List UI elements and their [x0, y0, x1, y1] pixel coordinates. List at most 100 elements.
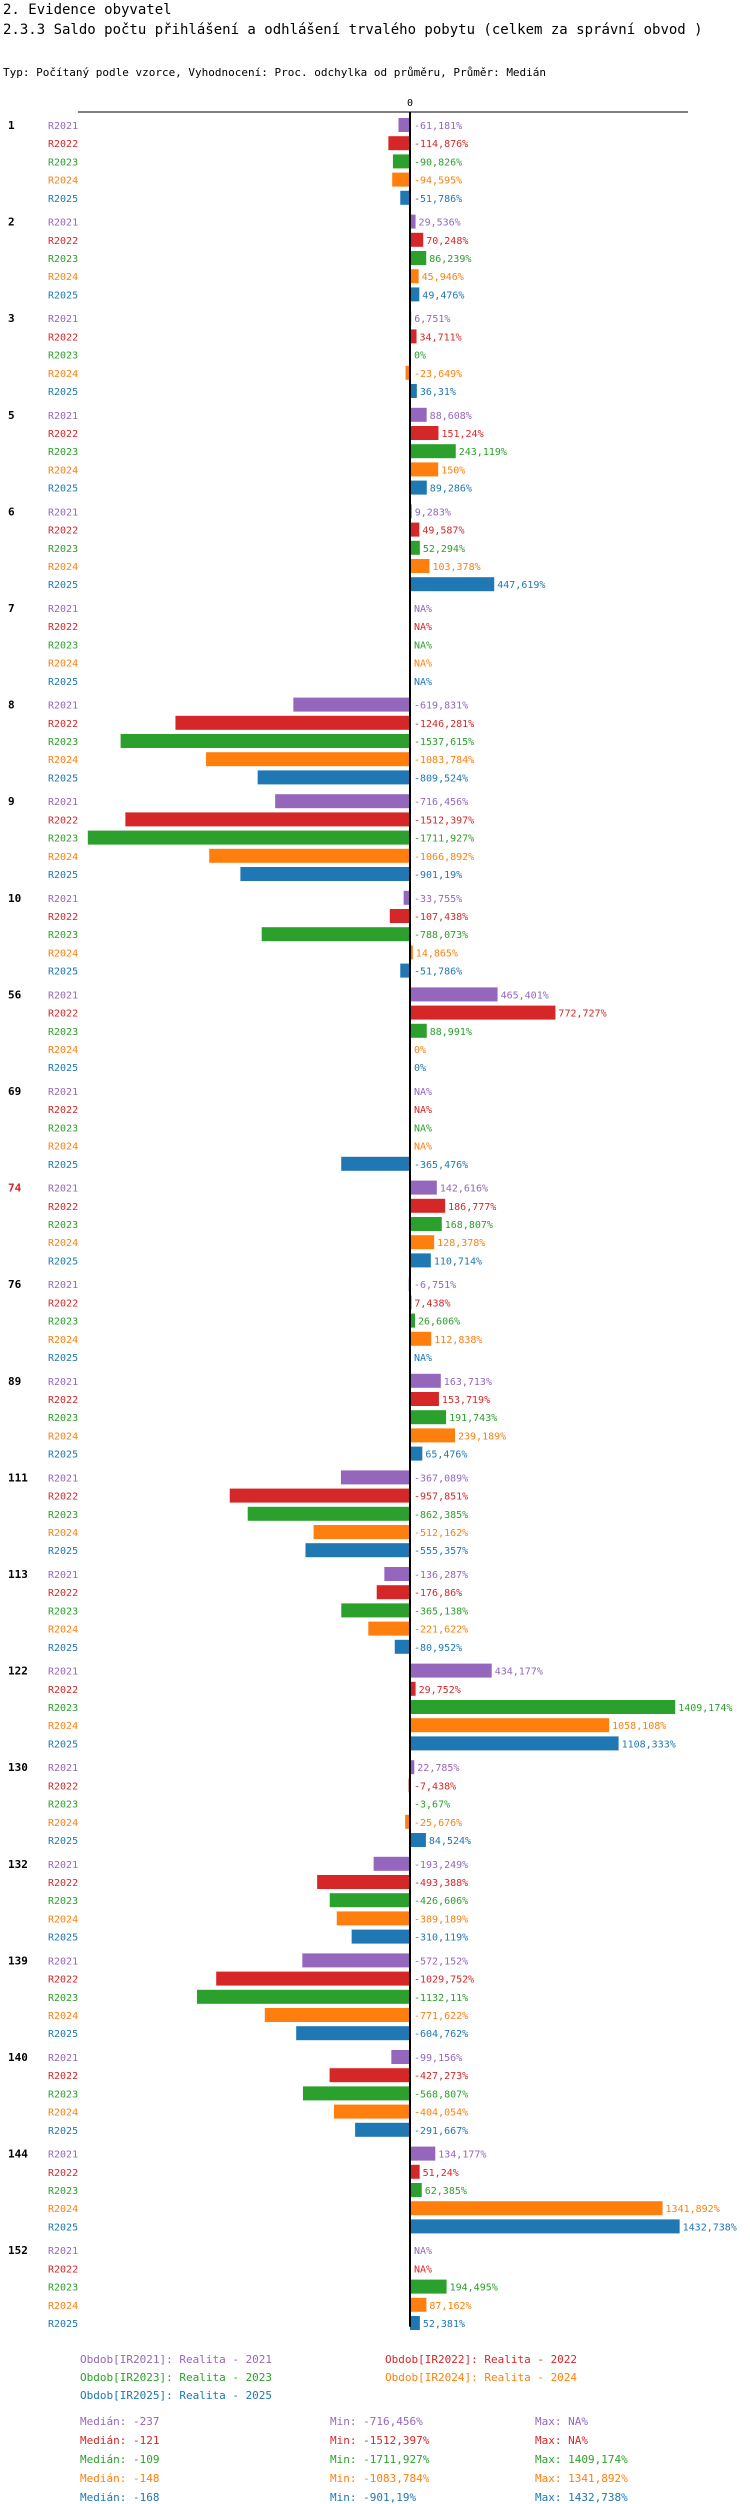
legend-entry: Obdob[IR2022]: Realita - 2022 [385, 2353, 578, 2366]
value-label: NA% [414, 1353, 432, 1364]
series-label: R2024 [48, 1431, 78, 1442]
bar [394, 1639, 410, 1654]
bar [216, 1971, 410, 1986]
series-label: R2022 [48, 1975, 78, 1986]
series-label: R2025 [48, 1546, 78, 1557]
value-label: 52,294% [423, 544, 465, 555]
value-label: 84,524% [429, 1836, 471, 1847]
series-label: R2024 [48, 1818, 78, 1829]
value-label: 49,476% [422, 290, 464, 301]
value-label: 112,838% [434, 1335, 482, 1346]
series-label: R2021 [48, 1087, 78, 1098]
group-label: 130 [8, 1761, 28, 1774]
bar [368, 1621, 410, 1636]
bar [410, 407, 427, 422]
series-label: R2021 [48, 1860, 78, 1871]
series-label: R2024 [48, 852, 78, 863]
series-label: R2021 [48, 990, 78, 1001]
stat-median: Medián: -121 [80, 2434, 160, 2447]
series-label: R2021 [48, 1184, 78, 1195]
bar [264, 2008, 410, 2022]
bar [261, 927, 410, 942]
value-label: -901,19% [414, 870, 462, 881]
bar [410, 287, 420, 302]
value-label: -61,181% [414, 121, 462, 132]
series-label: R2025 [48, 1353, 78, 1364]
value-label: -1029,752% [414, 1975, 474, 1986]
series-label: R2024 [48, 1528, 78, 1539]
stat-median: Medián: -168 [80, 2491, 160, 2504]
value-label: -1132,11% [414, 1993, 468, 2004]
bar [392, 154, 410, 169]
value-label: 191,743% [449, 1413, 497, 1424]
group-label: 56 [8, 988, 22, 1001]
series-label: R2022 [48, 815, 78, 826]
value-label: 88,608% [430, 411, 472, 422]
series-label: R2023 [48, 834, 78, 845]
series-label: R2022 [48, 1298, 78, 1309]
series-label: R2022 [48, 1588, 78, 1599]
value-label: 103,378% [432, 562, 480, 573]
value-label: -94,595% [414, 176, 462, 187]
value-label: 14,865% [416, 948, 458, 959]
series-label: R2024 [48, 1238, 78, 1249]
value-label: 89,286% [430, 484, 472, 495]
series-label: R2025 [48, 484, 78, 495]
value-label: -1512,397% [414, 815, 474, 826]
value-label: 6,751% [414, 314, 450, 325]
bar [410, 1180, 437, 1195]
chart-subtitle: Typ: Počítaný podle vzorce, Vyhodnocení:… [3, 66, 547, 79]
value-label: -426,606% [414, 1896, 468, 1907]
bar [405, 365, 410, 380]
bar [410, 1736, 619, 1751]
series-label: R2022 [48, 719, 78, 730]
value-label: -788,073% [414, 930, 468, 941]
value-label: -33,755% [414, 894, 462, 905]
series-label: R2025 [48, 1160, 78, 1171]
value-label: -572,152% [414, 1956, 468, 1967]
value-label: -604,762% [414, 2029, 468, 2040]
value-label: -114,876% [414, 139, 468, 150]
bar [206, 752, 410, 767]
series-label: R2021 [48, 701, 78, 712]
series-label: R2022 [48, 2168, 78, 2179]
value-label: NA% [414, 2264, 432, 2275]
value-label: 186,777% [448, 1202, 496, 1213]
value-label: -90,826% [414, 157, 462, 168]
value-label: 1409,174% [678, 1703, 732, 1714]
series-label: R2025 [48, 1933, 78, 1944]
series-label: R2023 [48, 640, 78, 651]
group-label: 2 [8, 216, 15, 229]
series-label: R2022 [48, 1105, 78, 1116]
series-label: R2025 [48, 194, 78, 205]
stat-max: Max: NA% [535, 2434, 588, 2447]
series-label: R2023 [48, 351, 78, 362]
value-label: 29,752% [419, 1685, 461, 1696]
group-label: 3 [8, 312, 15, 325]
series-label: R2022 [48, 1202, 78, 1213]
value-label: -1711,927% [414, 834, 474, 845]
bar [410, 2316, 420, 2330]
series-label: R2022 [48, 332, 78, 343]
value-label: -51,786% [414, 194, 462, 205]
series-label: R2025 [48, 2029, 78, 2040]
bar [196, 1989, 410, 2004]
bar [384, 1567, 410, 1581]
value-label: -1246,281% [414, 719, 474, 730]
bar [410, 2183, 422, 2197]
value-label: NA% [414, 2246, 432, 2257]
bar [410, 2219, 680, 2234]
legend-entry: Obdob[IR2025]: Realita - 2025 [80, 2389, 273, 2402]
bar [410, 1718, 610, 1733]
series-label: R2024 [48, 948, 78, 959]
bar [392, 172, 410, 187]
series-label: R2021 [48, 411, 78, 422]
stat-min: Min: -1512,397% [330, 2434, 430, 2447]
value-label: -1083,784% [414, 755, 474, 766]
group-label: 132 [8, 1858, 28, 1871]
series-label: R2024 [48, 1721, 78, 1732]
bar [410, 577, 495, 592]
bar [376, 1585, 410, 1600]
series-label: R2021 [48, 2053, 78, 2064]
series-label: R2024 [48, 2011, 78, 2022]
